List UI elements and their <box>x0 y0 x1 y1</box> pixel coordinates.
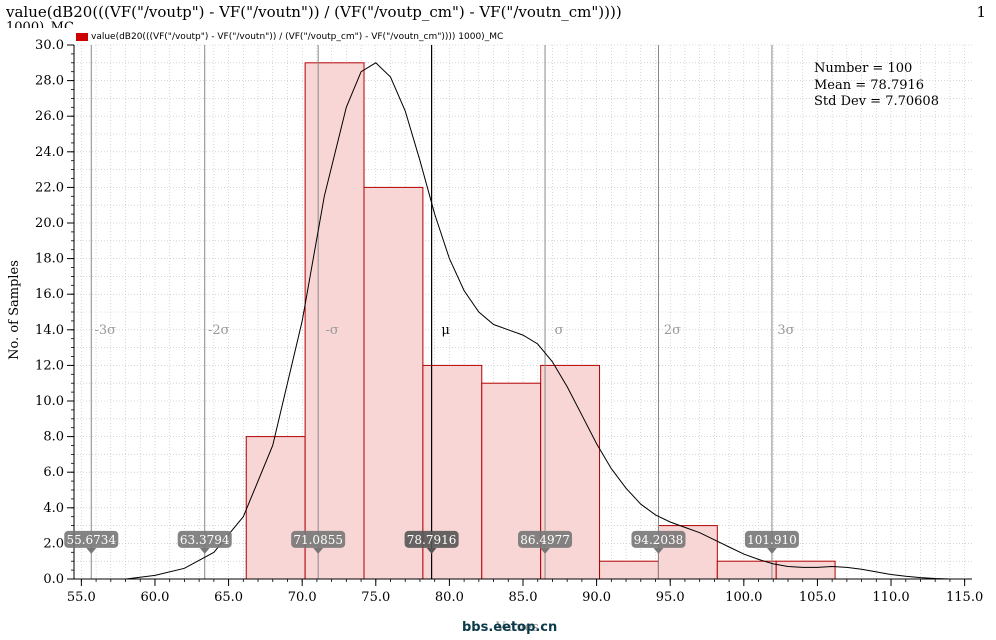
value-label-bg <box>177 530 232 548</box>
histogram-bar <box>481 382 542 580</box>
histogram-bar <box>363 186 424 580</box>
x-tick-label: 80.0 <box>435 590 464 605</box>
x-tick-label: 105.0 <box>799 590 836 605</box>
x-tick-label: 110.0 <box>872 590 909 605</box>
x-axis-label: Values <box>496 620 539 635</box>
x-tick-label: 65.0 <box>214 590 243 605</box>
x-tick-label: 90.0 <box>582 590 611 605</box>
histogram-bar <box>304 62 365 580</box>
x-tick-label: 55.0 <box>67 590 96 605</box>
x-tick-label: 60.0 <box>140 590 169 605</box>
watermark: bbs.eetop.cn <box>462 620 558 635</box>
histogram-bar <box>716 560 777 580</box>
histogram-bar <box>599 560 659 580</box>
y-tick-label: 30.0 <box>35 38 64 53</box>
y-axis-label: No. of Samples <box>7 260 22 360</box>
legend-swatch <box>76 33 88 41</box>
sigma-label: -σ <box>326 323 339 338</box>
sigma-label: -3σ <box>95 323 117 338</box>
y-tick-label: 28.0 <box>35 74 64 89</box>
histogram-bar <box>775 560 836 580</box>
value-label-bg <box>631 530 686 548</box>
value-label-pointer <box>540 547 551 554</box>
value-label: 94.2038 <box>634 533 684 547</box>
x-tick-label: 100.0 <box>725 590 762 605</box>
x-tick-label: 95.0 <box>656 590 685 605</box>
legend-label: value(dB20(((VF("/voutp") - VF("/voutn")… <box>91 32 504 42</box>
value-label: 71.0855 <box>293 533 343 547</box>
chart-title: value(dB20(((VF("/voutp") - VF("/voutn")… <box>6 3 622 21</box>
y-tick-label: 8.0 <box>43 430 64 445</box>
y-tick-label: 6.0 <box>43 465 64 480</box>
y-tick-label: 4.0 <box>43 501 64 516</box>
legend[interactable]: value(dB20(((VF("/voutp") - VF("/voutn")… <box>76 32 503 42</box>
value-label: 78.7916 <box>407 533 457 547</box>
y-tick-label: 12.0 <box>35 358 64 373</box>
value-label-pointer <box>653 547 664 554</box>
stats-number: Number = 100 <box>814 61 913 76</box>
value-label: 101.910 <box>747 533 797 547</box>
value-label-bg <box>404 530 459 548</box>
stats-box: Number = 100 Mean = 78.7916 Std Dev = 7.… <box>814 61 939 111</box>
value-label: 86.4977 <box>520 533 570 547</box>
page-number: 1 <box>976 3 986 21</box>
value-label-pointer <box>766 547 777 554</box>
value-label-bg <box>518 530 573 548</box>
y-tick-label: 2.0 <box>43 536 64 551</box>
value-label: 55.6734 <box>66 533 116 547</box>
x-tick-label: 75.0 <box>361 590 390 605</box>
value-label-pointer <box>313 547 324 554</box>
x-tick-label: 85.0 <box>509 590 538 605</box>
y-tick-label: 16.0 <box>35 287 64 302</box>
x-tick-label: 70.0 <box>288 590 317 605</box>
density-curve <box>125 62 950 580</box>
value-label-bg <box>64 530 119 548</box>
stats-stddev: Std Dev = 7.70608 <box>814 94 939 109</box>
sigma-label: 2σ <box>664 323 681 338</box>
sigma-label: μ <box>441 323 449 338</box>
y-tick-label: 22.0 <box>35 180 64 195</box>
y-tick-label: 20.0 <box>35 216 64 231</box>
y-tick-label: 0.0 <box>43 572 64 587</box>
y-tick-label: 14.0 <box>35 323 64 338</box>
sigma-label: σ <box>555 323 564 338</box>
sigma-label: -2σ <box>208 323 230 338</box>
histogram-bar <box>245 436 306 580</box>
y-tick-label: 24.0 <box>35 145 64 160</box>
y-tick-label: 26.0 <box>35 109 64 124</box>
y-tick-label: 18.0 <box>35 252 64 267</box>
value-label: 63.3794 <box>180 533 230 547</box>
stats-mean: Mean = 78.7916 <box>814 77 925 93</box>
value-label-pointer <box>426 547 437 554</box>
value-label-pointer <box>199 547 210 554</box>
chart-title-continuation: 1000)_MC <box>6 20 74 28</box>
value-label-pointer <box>86 547 97 554</box>
x-tick-label: 115.0 <box>946 590 983 605</box>
y-tick-label: 10.0 <box>35 394 64 409</box>
value-label-bg <box>744 530 799 548</box>
sigma-label: 3σ <box>777 323 794 338</box>
value-label-bg <box>291 530 346 548</box>
